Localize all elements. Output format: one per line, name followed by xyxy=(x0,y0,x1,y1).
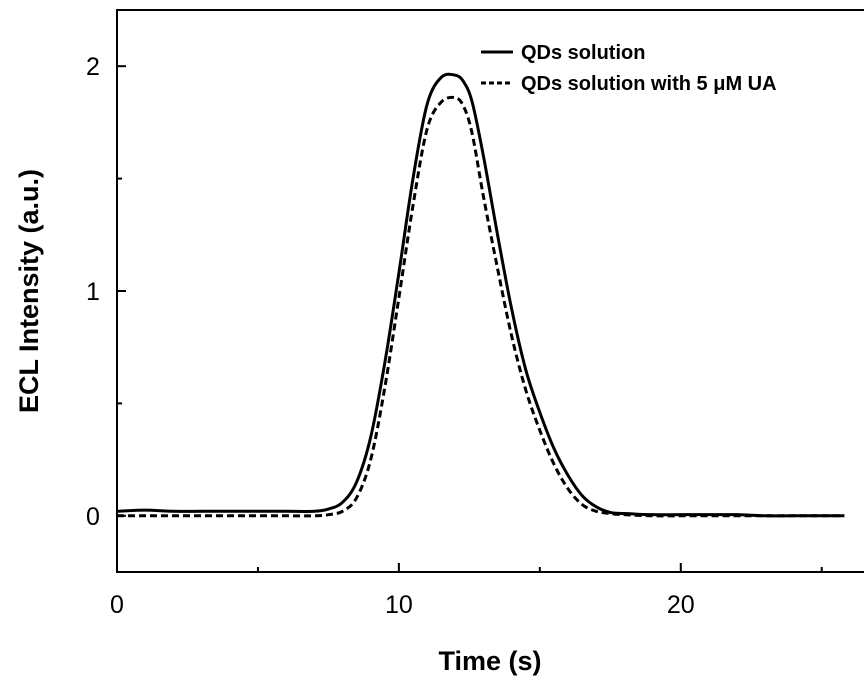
y-axis-title: ECL Intensity (a.u.) xyxy=(14,169,44,413)
x-tick-label: 20 xyxy=(667,591,695,619)
legend: QDs solution QDs solution with 5 μM UA xyxy=(481,42,777,95)
x-tick-label: 10 xyxy=(385,591,413,619)
series-line-1 xyxy=(116,72,845,518)
x-axis-title: Time (s) xyxy=(438,646,541,676)
legend-label-2: QDs solution with 5 μM UA xyxy=(521,73,777,95)
series-layer xyxy=(116,72,845,518)
axes-layer: 0 10 20 0 1 2 xyxy=(86,53,823,619)
y-tick-label: 2 xyxy=(86,53,100,81)
series-line-2 xyxy=(117,95,845,518)
legend-label-1: QDs solution xyxy=(521,42,645,64)
y-tick-label: 0 xyxy=(86,503,100,531)
y-tick-label: 1 xyxy=(86,278,100,306)
x-tick-label: 0 xyxy=(110,591,124,619)
